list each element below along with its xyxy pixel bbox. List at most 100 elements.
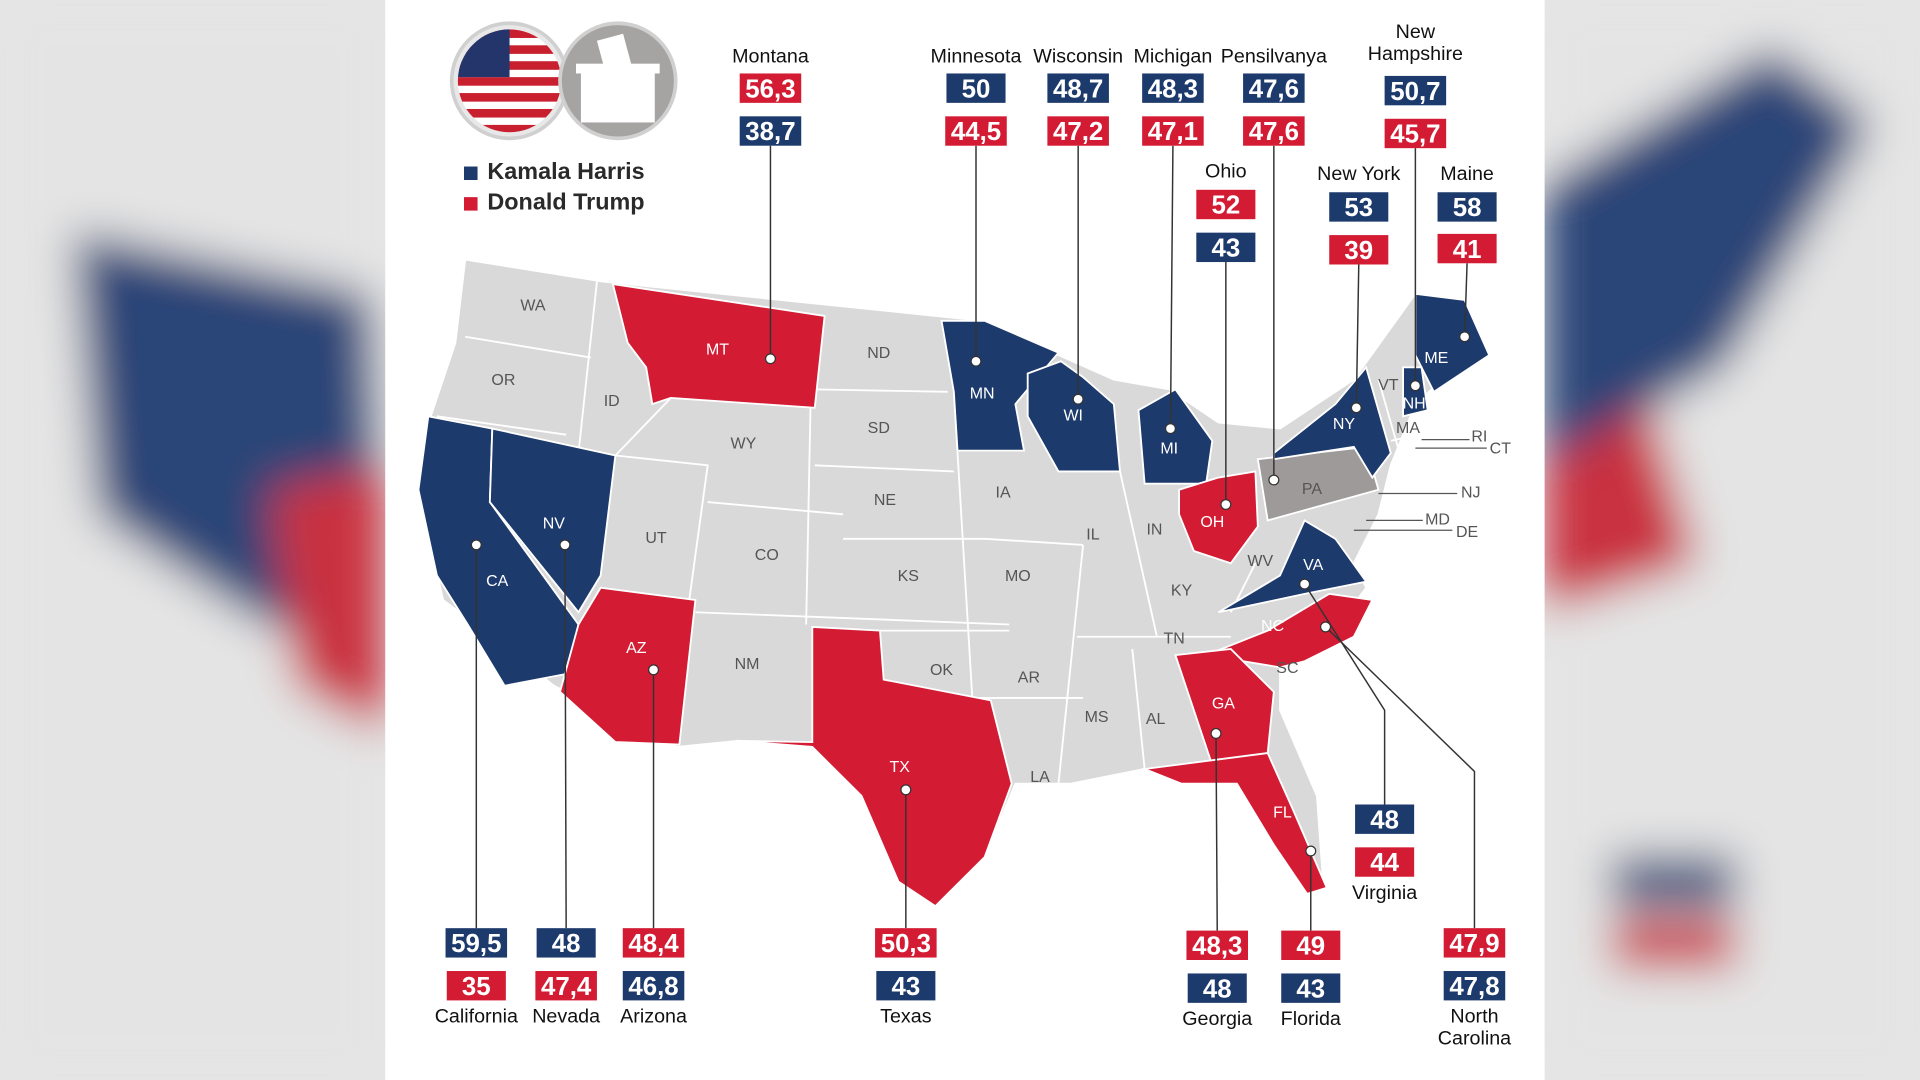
result-label: 47,1 bbox=[1148, 118, 1198, 146]
result-label: 43 bbox=[891, 973, 920, 1001]
state-label: KS bbox=[898, 568, 919, 585]
state-name: Pensilvanya bbox=[1220, 46, 1327, 68]
state-dot bbox=[764, 353, 776, 365]
result-box bbox=[1243, 73, 1305, 103]
flag-icon bbox=[449, 21, 570, 141]
result-label: 38,7 bbox=[745, 118, 795, 146]
result-box bbox=[445, 928, 508, 958]
state-label: MT bbox=[706, 341, 729, 358]
result-box bbox=[1443, 971, 1506, 1001]
result-box bbox=[1443, 928, 1506, 958]
state-dot bbox=[1299, 578, 1311, 590]
state-dot bbox=[900, 784, 912, 796]
result-label: 48,3 bbox=[1148, 75, 1198, 103]
result-box bbox=[1142, 116, 1204, 146]
state-dot bbox=[1459, 331, 1471, 343]
result-box bbox=[1196, 232, 1256, 263]
state-label: AL bbox=[1146, 711, 1166, 728]
state-name: Arizona bbox=[620, 1006, 687, 1028]
leader-line bbox=[1303, 583, 1386, 805]
result-box bbox=[1437, 233, 1497, 264]
state-label: IN bbox=[1146, 521, 1162, 538]
result-label: 45,7 bbox=[1390, 121, 1440, 149]
result-box bbox=[1329, 192, 1389, 222]
state-label: NV bbox=[543, 515, 566, 532]
result-label: 46,8 bbox=[628, 973, 678, 1001]
result-box bbox=[1186, 930, 1248, 961]
state-label: MS bbox=[1085, 709, 1109, 726]
result-box bbox=[1281, 930, 1341, 961]
state-label: MA bbox=[1396, 420, 1420, 437]
state-label: UT bbox=[645, 530, 667, 547]
state-dot bbox=[1210, 727, 1222, 739]
state-name: Wisconsin bbox=[1033, 46, 1124, 68]
state-name: Florida bbox=[1280, 1008, 1341, 1030]
ballot-icon bbox=[558, 21, 678, 141]
state-dot bbox=[1409, 380, 1421, 392]
state-dot bbox=[1350, 402, 1362, 414]
result-box bbox=[1329, 235, 1389, 265]
state-label: MN bbox=[970, 386, 995, 403]
state-dot bbox=[1305, 845, 1317, 857]
leader-line bbox=[1325, 626, 1476, 929]
state-label: MD bbox=[1425, 512, 1450, 529]
leader-line bbox=[1215, 733, 1218, 931]
legend-swatch bbox=[463, 197, 478, 211]
result-box bbox=[739, 73, 802, 103]
result-label: 41 bbox=[1453, 236, 1482, 264]
state-label: ND bbox=[867, 345, 890, 362]
result-label: 48 bbox=[1370, 806, 1399, 834]
state-name: Montana bbox=[732, 46, 809, 68]
result-box bbox=[1142, 73, 1204, 103]
state-label: TX bbox=[889, 759, 910, 776]
result-label: 44 bbox=[1370, 849, 1399, 877]
leader-line bbox=[1355, 264, 1360, 408]
state-label: DE bbox=[1456, 524, 1478, 541]
result-box bbox=[1355, 804, 1415, 834]
result-label: 50,3 bbox=[881, 930, 931, 958]
result-label: 58 bbox=[1453, 194, 1482, 222]
state-label: OH bbox=[1200, 514, 1224, 531]
state-dot bbox=[1164, 423, 1176, 435]
state-name: Maine bbox=[1440, 164, 1494, 185]
state-label: OR bbox=[491, 372, 515, 389]
state-label: PA bbox=[1302, 481, 1322, 498]
result-label: 53 bbox=[1344, 194, 1373, 222]
result-box bbox=[1281, 973, 1341, 1003]
result-label: 39 bbox=[1344, 237, 1373, 265]
state-name: Georgia bbox=[1182, 1008, 1253, 1030]
state-labels: WA OR CA NV ID MT WY UT AZ CO NM ND SD N… bbox=[486, 297, 1511, 821]
result-box bbox=[536, 928, 596, 958]
state-label: WV bbox=[1247, 553, 1273, 570]
result-label: 48 bbox=[1203, 975, 1232, 1003]
state-label: LA bbox=[1030, 769, 1050, 786]
legend-swatch bbox=[463, 166, 478, 181]
state-name: Michigan bbox=[1133, 46, 1213, 68]
state-label: SD bbox=[868, 420, 890, 437]
us-map bbox=[417, 258, 1491, 908]
state-name: Minnesota bbox=[930, 46, 1022, 68]
result-box bbox=[1437, 192, 1497, 222]
result-box bbox=[1384, 118, 1447, 149]
state-label: AR bbox=[1018, 670, 1040, 687]
state-name: Nevada bbox=[532, 1006, 601, 1028]
state-label: AZ bbox=[626, 640, 647, 657]
legend-label: Donald Trump bbox=[487, 189, 645, 216]
result-label: 47,9 bbox=[1449, 930, 1499, 958]
state-dot bbox=[647, 664, 660, 676]
state-dot bbox=[1319, 621, 1332, 633]
state-label: GA bbox=[1212, 695, 1235, 712]
result-label: 52 bbox=[1211, 192, 1240, 220]
state-label: NH bbox=[1403, 395, 1426, 412]
state-label: IA bbox=[996, 485, 1011, 502]
result-label: 47,4 bbox=[541, 973, 592, 1001]
result-label: 59,5 bbox=[451, 930, 501, 958]
state-name: Ohio bbox=[1205, 161, 1247, 183]
state-label: ID bbox=[604, 393, 620, 410]
result-box bbox=[946, 73, 1006, 103]
state-label: RI bbox=[1471, 428, 1487, 445]
state-label: NC bbox=[1261, 618, 1284, 635]
result-label: 47,8 bbox=[1449, 973, 1499, 1001]
